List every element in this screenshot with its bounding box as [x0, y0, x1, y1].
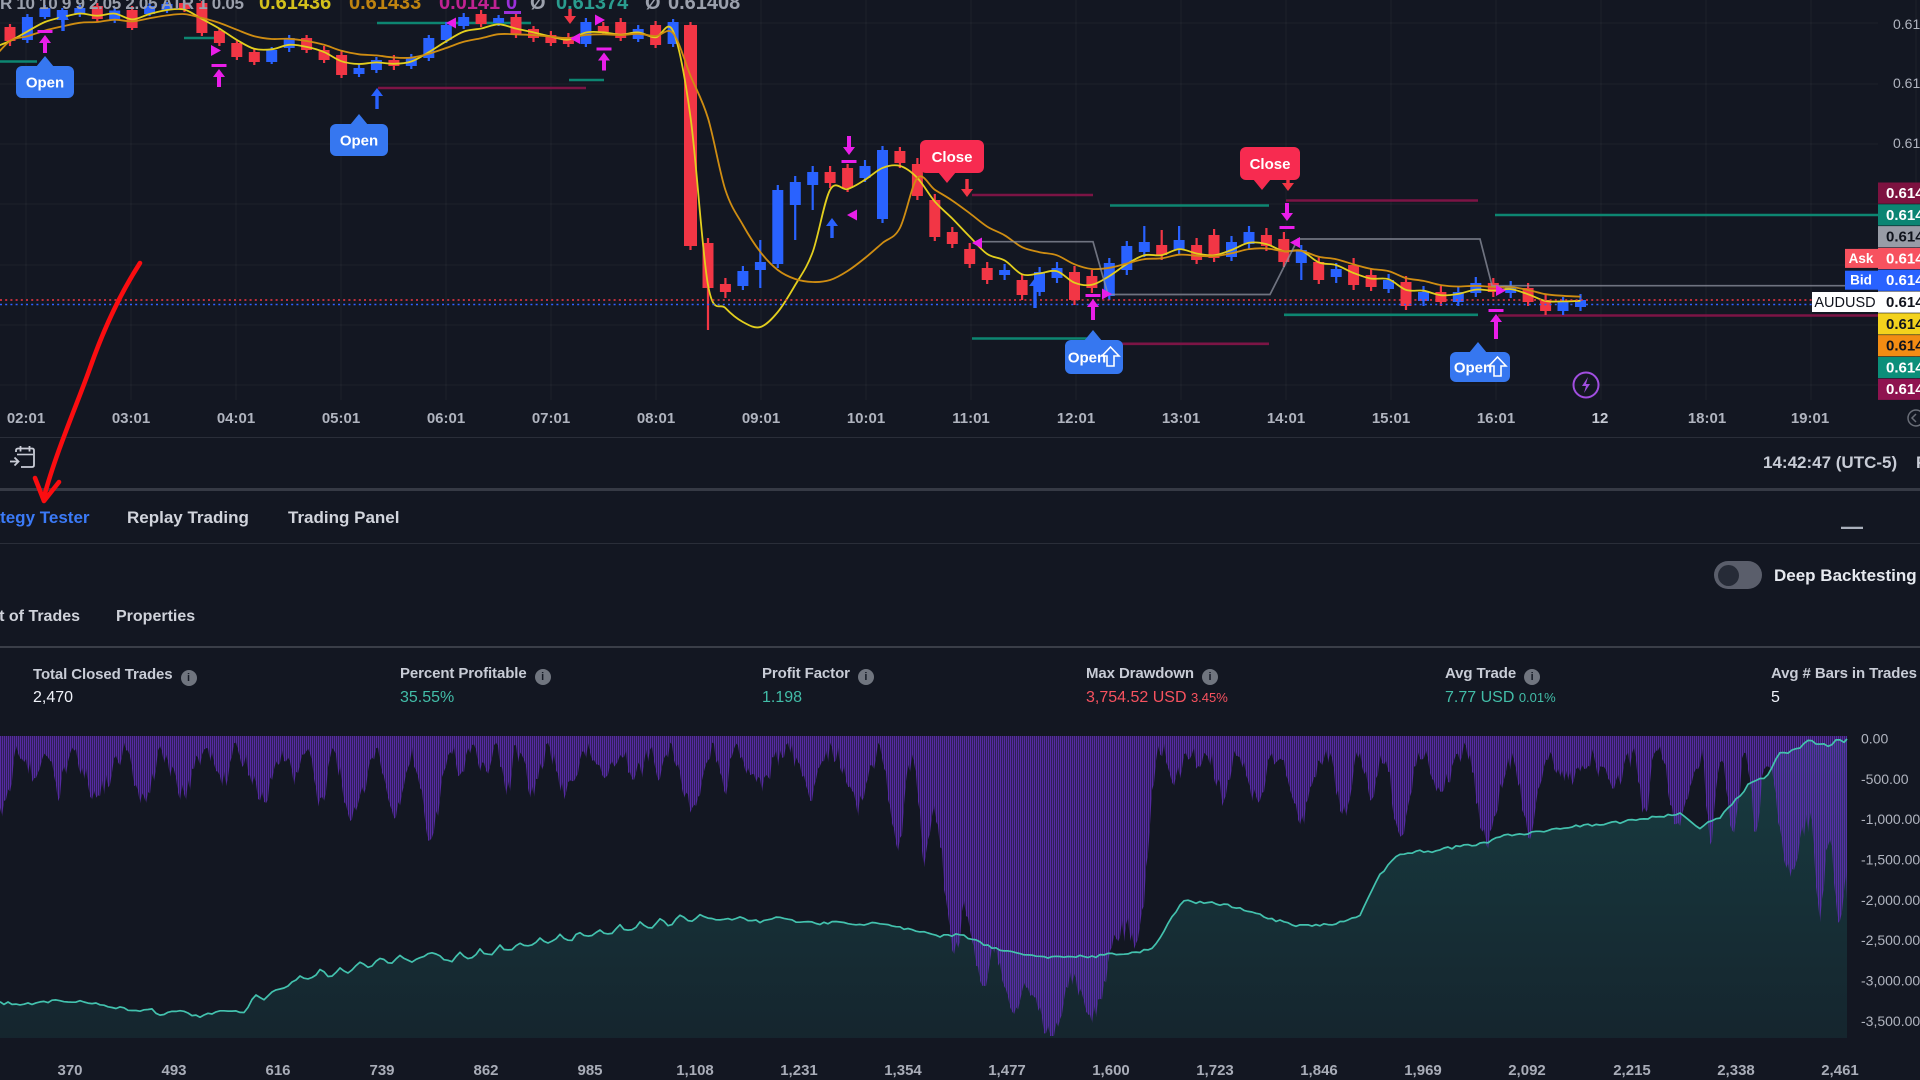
svg-text:0.614: 0.614: [1886, 338, 1920, 355]
svg-text:Bid: Bid: [1850, 273, 1872, 288]
svg-text:0.61436: 0.61436: [259, 0, 331, 14]
svg-text:-500.00: -500.00: [1861, 771, 1909, 787]
svg-text:Close: Close: [932, 149, 973, 166]
svg-text:12: 12: [1592, 410, 1609, 427]
svg-text:2,338: 2,338: [1717, 1062, 1755, 1079]
svg-text:862: 862: [473, 1062, 498, 1079]
svg-text:2,461: 2,461: [1821, 1062, 1859, 1079]
svg-text:0.614: 0.614: [1886, 229, 1920, 246]
svg-text:03:01: 03:01: [112, 410, 150, 427]
svg-text:18:01: 18:01: [1688, 410, 1726, 427]
svg-text:2,092: 2,092: [1508, 1062, 1546, 1079]
svg-text:1,723: 1,723: [1196, 1062, 1234, 1079]
svg-text:0.614: 0.614: [1886, 316, 1920, 333]
svg-text:1,354: 1,354: [884, 1062, 922, 1079]
svg-text:16:01: 16:01: [1477, 410, 1515, 427]
svg-text:11:01: 11:01: [952, 410, 990, 427]
svg-text:0.614: 0.614: [1886, 250, 1920, 267]
svg-text:-2,000.00: -2,000.00: [1861, 892, 1920, 908]
svg-text:370: 370: [57, 1062, 82, 1079]
svg-text:15:01: 15:01: [1372, 410, 1410, 427]
svg-text:19:01: 19:01: [1791, 410, 1829, 427]
svg-text:08:01: 08:01: [637, 410, 675, 427]
svg-text:0.61: 0.61: [1893, 135, 1920, 151]
svg-text:739: 739: [369, 1062, 394, 1079]
svg-text:0: 0: [506, 0, 517, 14]
svg-text:2,215: 2,215: [1613, 1062, 1651, 1079]
svg-text:1,231: 1,231: [780, 1062, 818, 1079]
svg-text:-2,500.00: -2,500.00: [1861, 932, 1920, 948]
svg-text:0.614: 0.614: [1886, 359, 1920, 376]
svg-text:Open: Open: [340, 133, 378, 150]
svg-text:0.61: 0.61: [1893, 16, 1920, 32]
svg-text:0.61408: 0.61408: [668, 0, 740, 14]
svg-text:06:01: 06:01: [427, 410, 465, 427]
svg-text:0.61374: 0.61374: [556, 0, 629, 14]
svg-text:02:01: 02:01: [7, 410, 45, 427]
svg-text:616: 616: [265, 1062, 290, 1079]
svg-text:985: 985: [577, 1062, 602, 1079]
svg-text:1,969: 1,969: [1404, 1062, 1442, 1079]
svg-text:-1,000.00: -1,000.00: [1861, 811, 1920, 827]
svg-text:-1,500.00: -1,500.00: [1861, 852, 1920, 868]
svg-text:0.61433: 0.61433: [349, 0, 421, 14]
svg-text:R 10 10 9 9 2.05 2.05 ATR 1 0.: R 10 10 9 9 2.05 2.05 ATR 1 0.05: [0, 0, 244, 13]
svg-text:Open: Open: [1068, 350, 1106, 367]
svg-text:1,108: 1,108: [676, 1062, 714, 1079]
svg-text:0.61: 0.61: [1893, 75, 1920, 91]
svg-text:13:01: 13:01: [1162, 410, 1200, 427]
svg-text:0.614: 0.614: [1886, 272, 1920, 289]
svg-text:Open: Open: [1454, 360, 1492, 377]
svg-text:0.614: 0.614: [1886, 207, 1920, 224]
svg-text:Ask: Ask: [1849, 251, 1874, 266]
svg-text:1,477: 1,477: [988, 1062, 1026, 1079]
svg-text:1,846: 1,846: [1300, 1062, 1338, 1079]
svg-text:07:01: 07:01: [532, 410, 570, 427]
svg-text:AUDUSD: AUDUSD: [1814, 295, 1875, 311]
svg-text:0.0141: 0.0141: [439, 0, 500, 14]
svg-text:493: 493: [161, 1062, 186, 1079]
svg-text:Ø: Ø: [645, 0, 661, 14]
svg-text:0.00: 0.00: [1861, 731, 1888, 747]
svg-text:05:01: 05:01: [322, 410, 360, 427]
svg-text:12:01: 12:01: [1057, 410, 1095, 427]
svg-text:09:01: 09:01: [742, 410, 780, 427]
svg-text:Ø: Ø: [530, 0, 546, 14]
svg-text:0.614: 0.614: [1886, 294, 1920, 311]
svg-text:10:01: 10:01: [847, 410, 885, 427]
svg-text:1,600: 1,600: [1092, 1062, 1130, 1079]
svg-text:Open: Open: [26, 75, 64, 92]
svg-text:-3,500.00: -3,500.00: [1861, 1013, 1920, 1029]
svg-text:-3,000.00: -3,000.00: [1861, 973, 1920, 989]
svg-text:0.614: 0.614: [1886, 185, 1920, 202]
svg-text:14:01: 14:01: [1267, 410, 1305, 427]
svg-text:Close: Close: [1250, 156, 1291, 173]
svg-text:04:01: 04:01: [217, 410, 255, 427]
svg-text:0.614: 0.614: [1886, 381, 1920, 398]
